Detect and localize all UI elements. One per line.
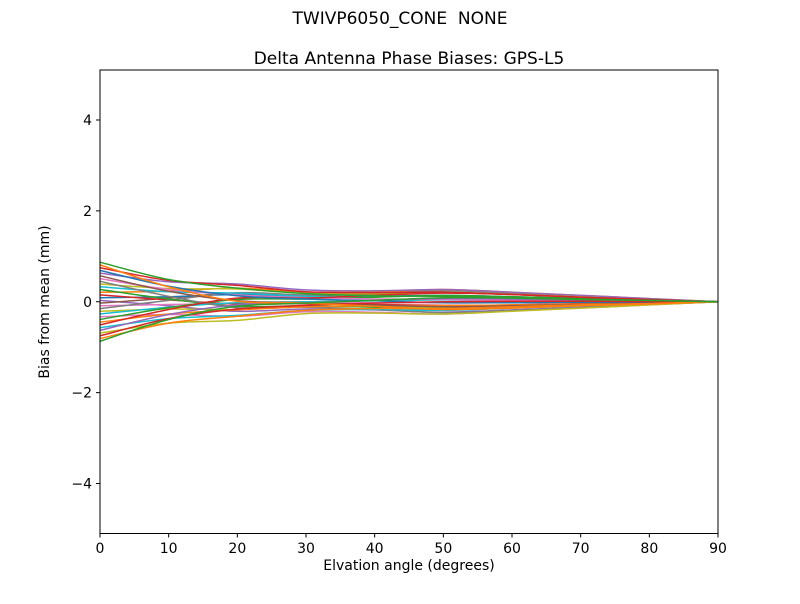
x-tick-label: 60 <box>503 541 521 557</box>
plot-line-28 <box>99 300 718 337</box>
axes-title: Delta Antenna Phase Biases: GPS-L5 <box>253 49 565 69</box>
y-tick-label: 4 <box>83 113 92 129</box>
y-tick-label: −4 <box>71 477 92 493</box>
x-tick-label: 20 <box>228 541 246 557</box>
x-tick-label: 10 <box>160 541 178 557</box>
y-tick-label: 0 <box>83 295 92 311</box>
x-tick-label: 90 <box>709 541 727 557</box>
x-tick-label: 50 <box>434 541 452 557</box>
plot-line-03 <box>99 266 719 303</box>
figure-suptitle: TWIVP6050_CONE NONE <box>292 9 508 29</box>
plot-line-29 <box>99 301 719 340</box>
x-axis-label: Elvation angle (degrees) <box>323 558 495 574</box>
y-tick-label: −2 <box>71 386 92 402</box>
x-tick-label: 40 <box>366 541 384 557</box>
plot-line-30 <box>99 296 719 343</box>
plot-line-27 <box>99 301 719 334</box>
x-tick-label: 80 <box>640 541 658 557</box>
x-tick-label: 0 <box>96 541 105 557</box>
x-tick-label: 30 <box>297 541 315 557</box>
x-tick-label: 70 <box>572 541 590 557</box>
y-tick-label: 2 <box>83 204 92 220</box>
